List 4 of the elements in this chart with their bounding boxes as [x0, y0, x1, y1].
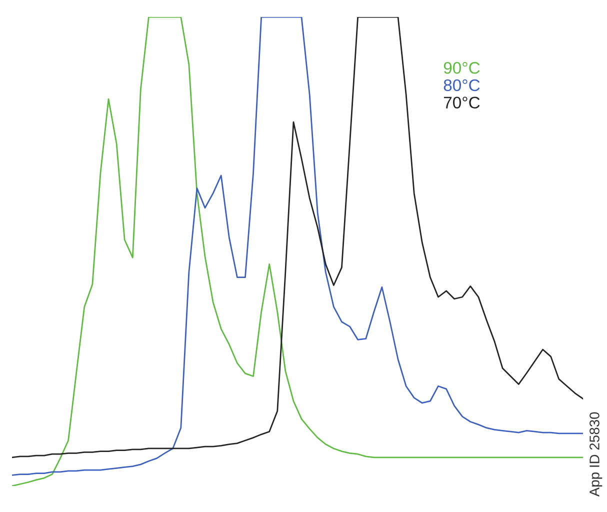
text: 90°C	[444, 62, 480, 74]
text: 80°C	[444, 79, 480, 92]
text: 70°C	[444, 96, 480, 109]
text: App ID 25830	[590, 412, 602, 497]
